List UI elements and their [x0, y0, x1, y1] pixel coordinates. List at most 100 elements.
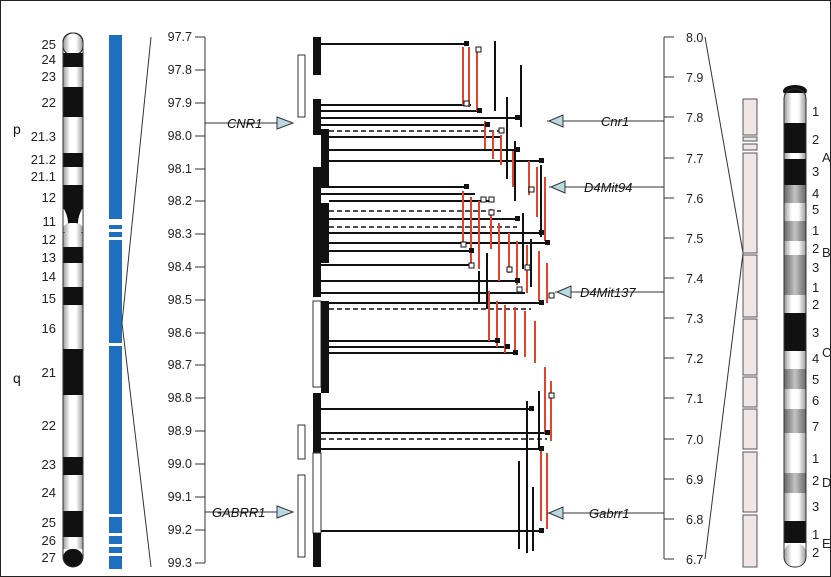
- mouse-tick-label: 7.9: [686, 71, 703, 85]
- mouse-band-label: E: [822, 536, 830, 551]
- human-band-label: 25: [42, 37, 56, 52]
- human-band-label: 15: [42, 291, 56, 306]
- human-band-label: 21.1: [31, 169, 56, 184]
- mouse-band-label: 7: [812, 419, 819, 434]
- human-q-arm-band-22: [63, 395, 83, 457]
- human-q-arm-band-16: [63, 305, 83, 349]
- human-tick-label: 98.5: [168, 293, 192, 307]
- mouse-tick-label: 8.0: [686, 31, 703, 45]
- human-q-arm-band-25: [63, 511, 83, 537]
- human-tick-label: 98.7: [168, 358, 192, 372]
- human-tick-label: 97.9: [168, 96, 192, 110]
- human-band-label: 22: [42, 418, 56, 433]
- human-tick-label: 98.6: [168, 326, 192, 340]
- mouse-chromosome: [783, 85, 807, 568]
- human-band-label: 25: [42, 515, 56, 530]
- mouse-tick-label: 7.5: [686, 232, 703, 246]
- human-tick-label: 98.1: [168, 162, 192, 176]
- human-tick-label: 99.2: [168, 523, 192, 537]
- human-p-arm-band-24: [63, 53, 83, 67]
- link-open-endpoints: [460, 46, 555, 399]
- mouse-band-label: C: [822, 345, 830, 360]
- human-q-arm-band-27: [63, 549, 83, 567]
- mouse-band-label: 3: [812, 325, 819, 340]
- human-band-label: 12: [42, 190, 56, 205]
- human-band-label: 22: [42, 95, 56, 110]
- human-tick-label: 98.4: [168, 260, 192, 274]
- human-q-arm-band-12: [63, 233, 83, 247]
- human-band-label: 16: [42, 321, 56, 336]
- mouse-axis: 8.0 7.9 7.8 7.7 7.6 7.5 7.4 7.3 7.2 7.1 …: [663, 31, 703, 567]
- human-band-label: 12: [42, 232, 56, 247]
- mouse-tick-label: 6.7: [686, 553, 703, 567]
- human-q-arm-band-11: [63, 223, 83, 235]
- mouse-band-label: 1: [812, 280, 819, 295]
- human-band-labels: 25 24 23 22 21.3 21.2 21.1 12 11 12 13 1…: [31, 37, 56, 565]
- human-band-label: 23: [42, 69, 56, 84]
- mouse-tick-label: 6.9: [686, 473, 703, 487]
- mouse-band-label: 3: [812, 260, 819, 275]
- human-band-label: 27: [42, 550, 56, 565]
- mouse-band-label: 1: [812, 451, 819, 466]
- human-marker-cnr1: CNR1: [205, 116, 295, 131]
- human-tick-label: 97.7: [168, 30, 192, 44]
- human-contigs: [297, 37, 329, 567]
- human-band-label: 21.3: [31, 129, 56, 144]
- mouse-band-label: 2: [812, 473, 819, 488]
- human-arm-p-label: p: [13, 121, 21, 137]
- mouse-tick-label: 7.0: [686, 433, 703, 447]
- mouse-tick-label: 6.8: [686, 513, 703, 527]
- zoom-bracket-human: [121, 36, 152, 568]
- mouse-band-label: 1: [812, 223, 819, 238]
- human-p-arm-band-21-3: [63, 117, 83, 153]
- human-q-arm-band-26: [63, 537, 83, 549]
- mouse-band-label: 3: [812, 499, 819, 514]
- human-tick-label: 98.2: [168, 194, 192, 208]
- human-q-arm-band-21: [63, 349, 83, 395]
- human-band-label: 23: [42, 457, 56, 472]
- human-marker-label: GABRR1: [212, 505, 265, 520]
- human-tick-label: 98.0: [168, 129, 192, 143]
- link-endpoints: [464, 41, 550, 533]
- human-q-arm-band-24: [63, 475, 83, 511]
- mouse-band-label: 3: [812, 164, 819, 179]
- human-tick-label: 99.1: [168, 490, 192, 504]
- human-band-label: 26: [42, 533, 56, 548]
- human-marker-gabrr1: GABRR1: [205, 505, 295, 520]
- mouse-band-label: 2: [812, 545, 819, 560]
- human-tick-label: 98.8: [168, 391, 192, 405]
- mouse-contig-strip: [742, 98, 758, 568]
- mouse-tick-label: 7.7: [686, 152, 703, 166]
- mouse-marker-d4mit137: D4Mit137: [555, 285, 664, 300]
- human-band-label: 21.2: [31, 152, 56, 167]
- human-tick-label: 97.8: [168, 63, 192, 77]
- mouse-band-label: 2: [812, 297, 819, 312]
- human-q-arm-band-13: [63, 247, 83, 263]
- mouse-marker-label: Cnr1: [601, 114, 629, 129]
- mouse-tick-label: 7.6: [686, 192, 703, 206]
- mouse-band-label: 5: [812, 202, 819, 217]
- human-band-label: 21: [42, 365, 56, 380]
- mouse-band-label: 2: [812, 132, 819, 147]
- mouse-marker-cnr1: Cnr1: [547, 114, 664, 129]
- mouse-band-label: 1: [812, 104, 819, 119]
- human-p-arm-band-21-1: [63, 167, 83, 185]
- mouse-marker-label: D4Mit137: [580, 285, 636, 300]
- mouse-band-label: 6: [812, 393, 819, 408]
- mouse-tick-label: 7.2: [686, 352, 703, 366]
- mouse-band-label: 1: [812, 527, 819, 542]
- human-marker-label: CNR1: [227, 116, 262, 131]
- mouse-band-label: A: [822, 150, 830, 165]
- mouse-band-label: 5: [812, 372, 819, 387]
- human-q-arm-band-23: [63, 457, 83, 475]
- human-band-label: 24: [42, 485, 56, 500]
- human-p-arm-band-23: [63, 67, 83, 87]
- human-tick-label: 98.9: [168, 424, 192, 438]
- human-coverage-bar: [109, 35, 122, 569]
- human-p-arm-band-12: [63, 185, 83, 209]
- human-q-arm-band-14: [63, 263, 83, 287]
- human-tick-label: 99.3: [168, 556, 192, 570]
- human-arm-q-label: q: [13, 370, 21, 386]
